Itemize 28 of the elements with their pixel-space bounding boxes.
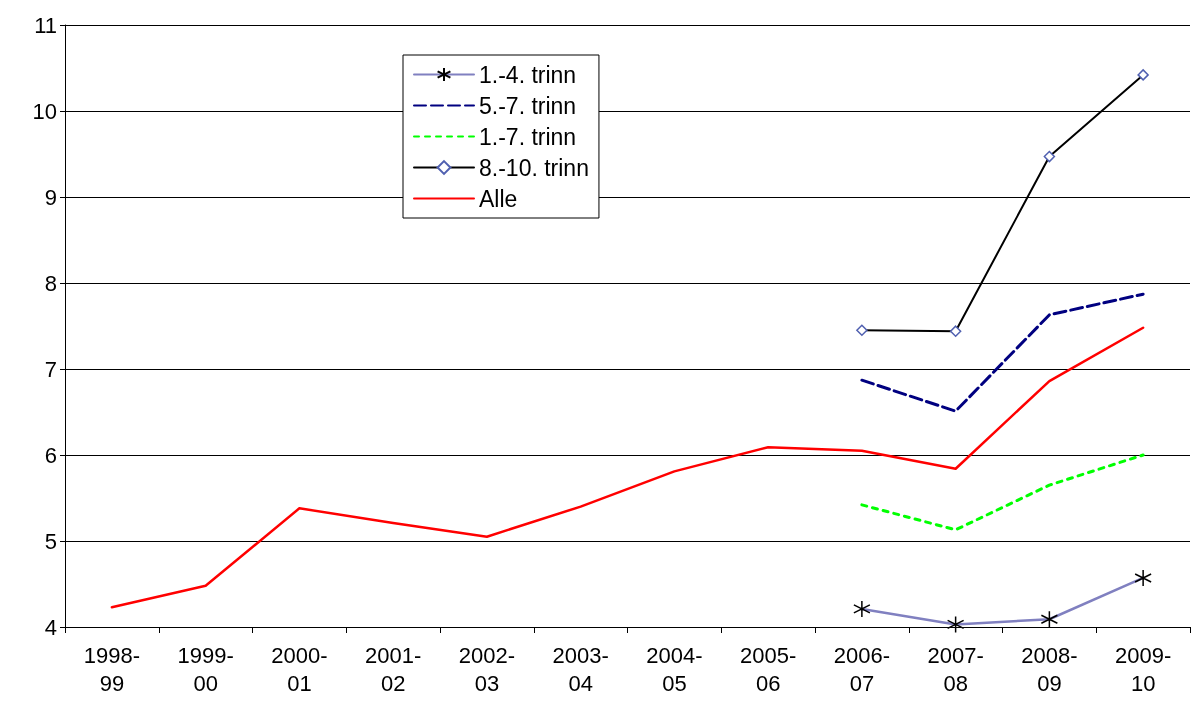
legend-label: 8.-10. trinn [479, 154, 589, 181]
legend-label: 5.-7. trinn [479, 92, 577, 119]
x-tick-label: 2001-02 [364, 642, 422, 696]
line-series [110, 326, 1145, 609]
y-tick-label: 6 [44, 442, 57, 468]
x-tick-label: 2000-01 [271, 642, 328, 696]
y-tick-label: 4 [44, 614, 57, 640]
x-tick-label: 2009-10 [1114, 642, 1172, 696]
legend-label: 1.-7. trinn [479, 123, 577, 150]
x-tick-label: 2006-07 [833, 642, 891, 696]
x-tick-label: 2003-04 [552, 642, 609, 696]
x-tick-label: 2002-03 [458, 642, 516, 696]
legend-label: Alle [479, 185, 518, 212]
line-series [860, 453, 1145, 532]
x-tick-label: 2004-05 [646, 642, 703, 696]
x-tick-label: 1998-99 [83, 642, 141, 696]
y-tick-label: 9 [44, 184, 57, 210]
y-tick-label: 11 [34, 12, 57, 38]
x-tick-label: 1999-00 [177, 642, 234, 696]
y-tick-label: 8 [44, 270, 57, 296]
legend-label: 1.-4. trinn [479, 61, 577, 88]
line-series [860, 292, 1145, 413]
x-tick-label: 2008-09 [1021, 642, 1078, 696]
x-tick-label: 2007-08 [927, 642, 984, 696]
x-tick-label: 2005-06 [739, 642, 797, 696]
y-tick-label: 10 [32, 98, 57, 124]
y-tick-label: 5 [44, 528, 57, 554]
y-tick-label: 7 [44, 356, 57, 382]
